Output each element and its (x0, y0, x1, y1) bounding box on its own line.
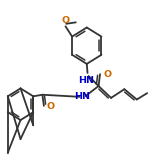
Text: HN: HN (74, 92, 90, 101)
Text: O: O (103, 71, 111, 80)
Text: HN: HN (78, 76, 94, 85)
Text: O: O (62, 16, 70, 25)
Text: O: O (46, 102, 55, 111)
